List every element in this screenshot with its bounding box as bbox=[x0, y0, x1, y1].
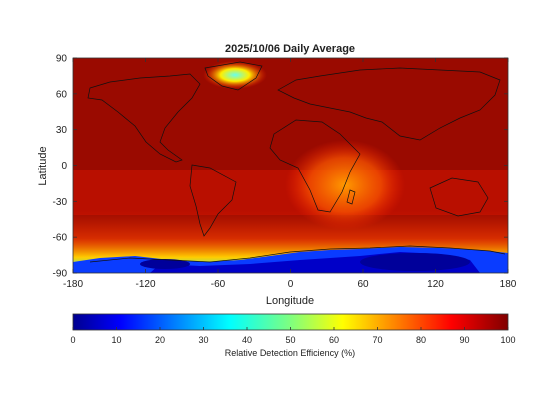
x-tick-label: -180 bbox=[63, 279, 83, 290]
x-tick-label: 180 bbox=[500, 279, 517, 290]
y-tick-label: 60 bbox=[56, 89, 68, 100]
colorbar-tick-label: 30 bbox=[198, 335, 208, 345]
y-axis-label: Latitude bbox=[37, 146, 49, 185]
greenland-region bbox=[203, 61, 267, 89]
colorbar-tick-label: 60 bbox=[329, 335, 339, 345]
colorbar-tick-label: 80 bbox=[416, 335, 426, 345]
colorbar-tick-label: 20 bbox=[155, 335, 165, 345]
x-axis-label: Longitude bbox=[266, 295, 314, 307]
y-tick-label: 30 bbox=[56, 125, 68, 136]
x-tick-label: -60 bbox=[211, 279, 226, 290]
y-axis-ticks: 90 60 30 0 -30 -60 -90 bbox=[53, 54, 508, 280]
coastline-north-america bbox=[87, 73, 201, 163]
colorbar-tick-label: 70 bbox=[372, 335, 382, 345]
x-axis-ticks: -180 -120 -60 0 60 120 180 bbox=[63, 58, 517, 290]
coastline-europe-asia bbox=[277, 67, 501, 141]
colorbar-tick-label: 40 bbox=[242, 335, 252, 345]
x-tick-label: 120 bbox=[427, 279, 444, 290]
antarctica-west-core bbox=[140, 259, 190, 269]
colorbar-tick-label: 50 bbox=[285, 335, 295, 345]
colorbar-tick-label: 90 bbox=[459, 335, 469, 345]
y-tick-label: -90 bbox=[53, 269, 68, 280]
x-tick-label: 60 bbox=[357, 279, 369, 290]
x-tick-label: -120 bbox=[135, 279, 155, 290]
coastline-madagascar bbox=[346, 189, 356, 205]
coastline-australia bbox=[429, 177, 489, 217]
x-tick-label: 0 bbox=[288, 279, 294, 290]
colorbar-tick-label: 10 bbox=[111, 335, 121, 345]
colorbar-tick-label: 100 bbox=[500, 335, 515, 345]
antarctica-east-core bbox=[360, 253, 470, 271]
coastline-africa bbox=[269, 119, 361, 213]
colorbar-tick-label: 0 bbox=[70, 335, 75, 345]
coastline-south-america bbox=[189, 164, 237, 237]
colorbar-ticks: 0 10 20 30 40 50 60 70 80 90 100 bbox=[70, 327, 516, 345]
y-tick-label: 90 bbox=[56, 54, 68, 65]
y-tick-label: 0 bbox=[61, 161, 67, 172]
coastlines bbox=[87, 61, 506, 263]
y-tick-label: -30 bbox=[53, 197, 68, 208]
y-tick-label: -60 bbox=[53, 233, 68, 244]
colorbar-label: Relative Detection Efficiency (%) bbox=[225, 348, 355, 358]
chart-title: 2025/10/06 Daily Average bbox=[225, 43, 355, 55]
coastline-greenland bbox=[204, 61, 263, 91]
coastline-antarctica bbox=[89, 245, 506, 263]
map-area bbox=[73, 58, 508, 273]
